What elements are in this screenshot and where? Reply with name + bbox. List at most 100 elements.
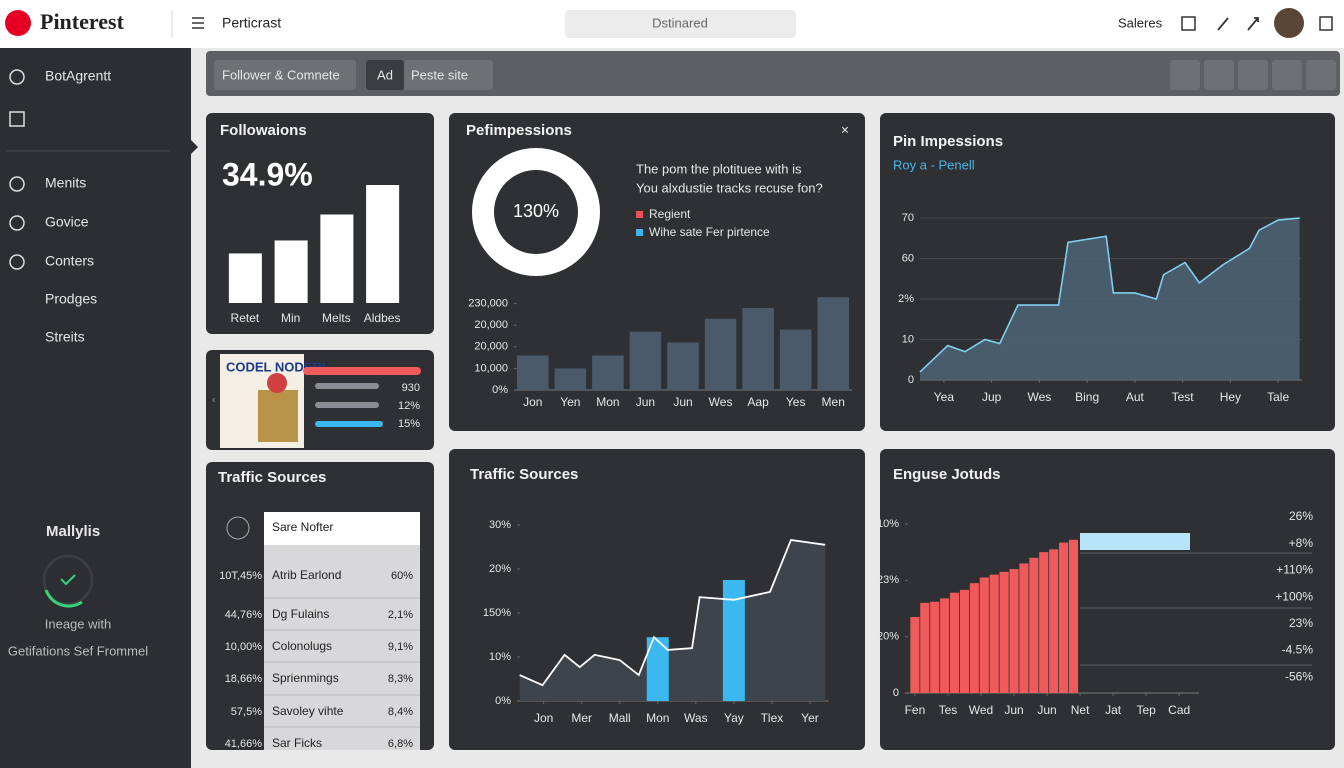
note: The pom the plotituee with is [636, 161, 802, 176]
legend-label: Regient [649, 207, 691, 221]
legend-swatch [636, 229, 643, 236]
media-label: 15% [398, 418, 420, 430]
bar [910, 616, 920, 693]
icon[interactable] [1217, 17, 1259, 31]
bar [554, 368, 587, 390]
nav-icon [9, 69, 25, 85]
nav-item[interactable]: Govice [45, 214, 89, 230]
area [519, 539, 826, 701]
widget-line: Getifations Sef Frommel [8, 643, 148, 658]
x-tick-label: Wes [1027, 390, 1051, 404]
tab[interactable] [366, 60, 404, 90]
x-tick-label: Wed [969, 703, 993, 717]
progress-arc [44, 589, 83, 608]
x-tick-label: Mon [596, 395, 619, 409]
bar [1039, 552, 1049, 693]
table-cell: 10,00% [225, 641, 263, 653]
x-tick-label: Mon [646, 711, 669, 725]
bar [999, 571, 1009, 693]
progress-bar [315, 402, 379, 408]
y-tick-label: 10,000 [474, 362, 508, 374]
bar [959, 589, 970, 693]
bar [704, 318, 737, 390]
tool-button[interactable] [1272, 60, 1302, 90]
filter-dropdown[interactable] [214, 60, 356, 90]
table-header [264, 512, 420, 545]
nav-item[interactable]: Streits [45, 329, 85, 345]
y-tick-label: 10% [877, 518, 899, 530]
y-tick-label: 0 [908, 374, 914, 386]
site-dropdown[interactable] [404, 60, 493, 90]
legend-swatch [636, 211, 643, 218]
x-tick-label: Jup [982, 390, 1002, 404]
tool-button[interactable] [1238, 60, 1268, 90]
page-title: Perticrast [222, 15, 281, 31]
x-tick-label: Jun [673, 395, 692, 409]
x-tick-label: Yen [560, 395, 580, 409]
toolbar-buttons [1170, 60, 1336, 90]
nav-icon [9, 254, 25, 270]
table-cell: Sprienmings [272, 671, 339, 685]
donut-label: 130% [513, 201, 559, 221]
bar [320, 214, 354, 303]
legend-label: Wihe sate Fer pirtence [649, 225, 770, 239]
bar [629, 331, 662, 390]
tool-button[interactable] [1170, 60, 1200, 90]
y-tick-label: 20,000 [474, 319, 508, 331]
x-tick-label: Tlex [761, 711, 784, 725]
bar [817, 297, 849, 390]
table-body [264, 545, 420, 750]
icon[interactable] [1319, 16, 1333, 31]
icon[interactable] [1181, 16, 1196, 31]
line [519, 538, 826, 687]
prev-arrow[interactable]: ‹ [212, 395, 215, 406]
table-cell: 8,3% [388, 673, 413, 685]
media-figure [267, 373, 287, 393]
nav-item[interactable]: Conters [45, 253, 94, 269]
widget-title: Mallylis [46, 523, 100, 540]
table-cell: 2,1% [388, 609, 413, 621]
bar [1029, 557, 1039, 693]
chart-title: Followaions [220, 122, 307, 139]
bar [989, 574, 999, 693]
bar [1068, 539, 1079, 693]
x-tick-label: Bing [1075, 390, 1099, 404]
table-cell: 57,5% [231, 706, 262, 718]
x-tick-label: Tep [1136, 703, 1156, 717]
bar [779, 329, 812, 390]
bar [1009, 569, 1019, 693]
x-tick-label: Wes [709, 395, 733, 409]
x-tick-label: Net [1071, 703, 1090, 717]
tool-button[interactable] [1306, 60, 1336, 90]
nav-item[interactable]: Menits [45, 175, 86, 191]
tool-button[interactable] [1204, 60, 1234, 90]
nav-item[interactable]: BotAgrentt [45, 68, 111, 84]
annotation: +110% [1276, 563, 1313, 577]
media-label: 930 [402, 382, 420, 394]
close-icon[interactable]: × [841, 122, 849, 138]
logo: Pinterest [40, 9, 125, 34]
x-tick-label: Aldbes [364, 311, 401, 325]
x-tick-label: Jun [636, 395, 655, 409]
x-tick-label: Cad [1168, 703, 1190, 717]
bar [979, 577, 989, 693]
user-label[interactable]: Saleres [1118, 15, 1163, 30]
nav-icon [9, 176, 25, 192]
nav-item[interactable]: Prodges [45, 291, 97, 307]
search-box[interactable] [565, 10, 796, 38]
x-tick-label: Mall [609, 711, 631, 725]
x-tick-label: Yea [934, 390, 955, 404]
bar [1019, 563, 1029, 693]
table-cell: Savoley vihte [272, 704, 344, 718]
y-tick-label: 230,000 [468, 298, 508, 310]
annotation: +100% [1275, 589, 1313, 603]
bar [1059, 542, 1069, 693]
area [920, 218, 1300, 380]
note: You alxdustie tracks recuse fon? [636, 180, 823, 195]
logo-icon [5, 10, 31, 36]
donut-ring [472, 148, 600, 276]
tab-label: Ad [377, 67, 393, 82]
menu-icon[interactable] [192, 17, 204, 29]
avatar[interactable] [1274, 8, 1304, 38]
